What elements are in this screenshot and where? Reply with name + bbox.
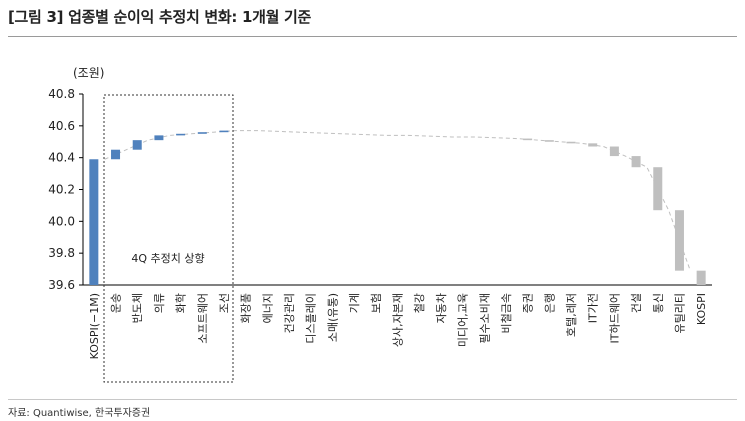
- bar-kospi: [696, 270, 706, 285]
- y-tick-label: 40.0: [48, 214, 75, 228]
- bar-소프트웨어: [197, 132, 207, 134]
- title-divider: [8, 36, 737, 37]
- x-tick-label: 화장품: [240, 293, 253, 323]
- x-tick-label: KOSPI(−1M): [88, 293, 101, 359]
- x-tick-label: IT가전: [587, 293, 600, 323]
- x-tick-label: 호텔,레저: [565, 293, 578, 337]
- running-total-line: [104, 130, 691, 271]
- y-tick-label: 40.8: [48, 87, 75, 101]
- x-tick-label: 소프트웨어: [196, 293, 209, 344]
- bar-운송: [111, 149, 121, 160]
- x-tick-label: 의류: [153, 293, 166, 313]
- x-tick-label: 상사,자본재: [392, 293, 405, 347]
- x-tick-label: 에너지: [261, 293, 274, 323]
- x-tick-label: 디스플레이: [305, 293, 318, 344]
- x-tick-label: 통신: [652, 293, 665, 313]
- x-tick-label: IT하드웨어: [607, 293, 621, 343]
- footer-divider: [8, 399, 737, 400]
- chart-title: [그림 3] 업종별 순이익 추정치 변화: 1개월 기준: [8, 8, 312, 26]
- x-tick-label: 자동차: [435, 293, 448, 323]
- x-tick-label: 조선: [218, 293, 231, 313]
- y-tick-label: 39.8: [48, 246, 75, 260]
- bar-은행: [544, 140, 554, 142]
- bar-의류: [154, 135, 164, 141]
- y-tick-label: 40.4: [48, 151, 75, 165]
- x-tick-label: 증권: [522, 293, 535, 313]
- bar-화학: [176, 133, 186, 136]
- x-tick-label: 보험: [370, 293, 383, 313]
- y-tick-label: 40.2: [48, 183, 75, 197]
- bar-건설: [631, 156, 641, 168]
- y-unit-label: (조원): [73, 66, 104, 80]
- x-tick-label: 유틸리티: [673, 293, 686, 333]
- y-tick-label: 40.6: [48, 119, 75, 133]
- bar-반도체: [132, 140, 142, 150]
- x-tick-label: 건설: [630, 293, 643, 313]
- x-tick-label: KOSPI: [695, 293, 708, 325]
- x-tick-label: 운송: [110, 293, 123, 313]
- x-tick-label: 비철금속: [500, 293, 513, 333]
- bar-it가전: [588, 143, 598, 147]
- bar-유틸리티: [674, 210, 684, 271]
- y-tick-label: 39.6: [48, 278, 75, 292]
- x-tick-label: 철강: [413, 293, 426, 313]
- bar-kospi-1m-: [89, 159, 99, 285]
- x-tick-label: 건강관리: [283, 293, 296, 333]
- x-tick-label: 필수소비재: [478, 293, 491, 344]
- highlight-box: [103, 94, 234, 383]
- x-tick-label: 소매(유통): [326, 293, 339, 342]
- waterfall-chart: (조원) 40.8 40.6 40.4 40.2 40.0 39.8 39.6 KOSPI(…: [48, 66, 712, 383]
- bar-it하드웨어: [609, 146, 619, 157]
- bar-조선: [219, 130, 229, 133]
- source-note: 자료: Quantiwise, 한국투자증권: [8, 408, 151, 419]
- x-tick-label: 반도체: [131, 293, 144, 323]
- x-tick-label: 화학: [175, 293, 188, 313]
- highlight-annotation: 4Q 추정치 상향: [131, 252, 204, 265]
- bar-호텔-레저: [566, 141, 576, 144]
- bar-증권: [523, 138, 533, 141]
- x-tick-label: 미디어,교육: [457, 293, 470, 347]
- bar-통신: [653, 167, 663, 211]
- x-tick-label: 기계: [348, 293, 361, 313]
- x-tick-label: 은행: [543, 293, 556, 313]
